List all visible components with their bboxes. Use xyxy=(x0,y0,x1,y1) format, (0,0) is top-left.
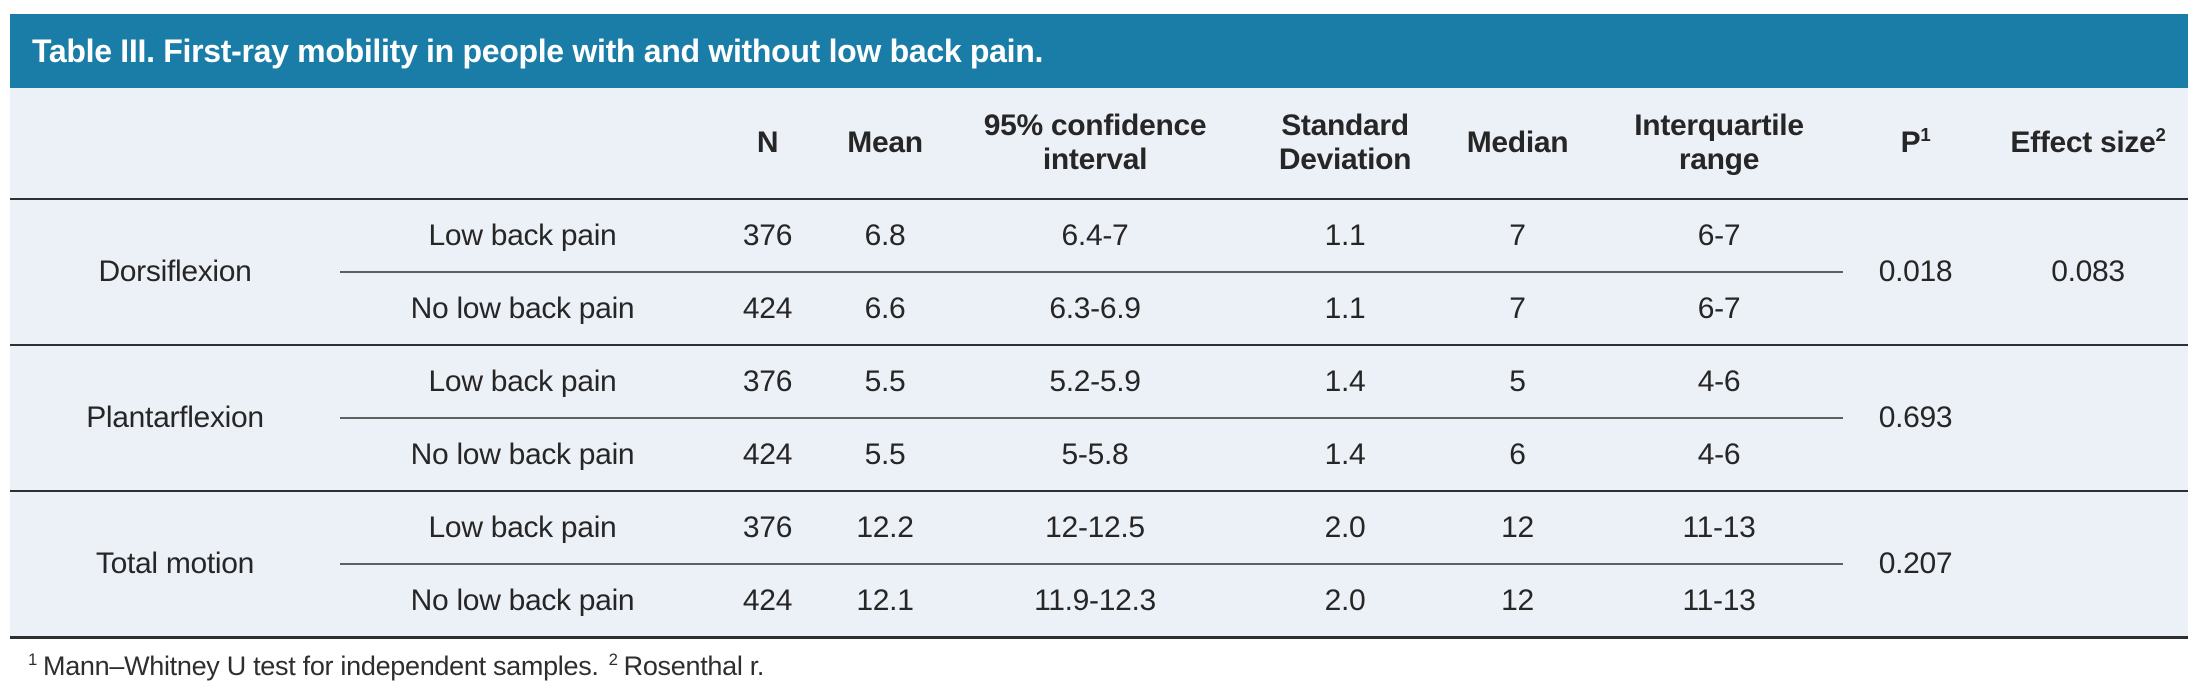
sd-cell: 1.4 xyxy=(1250,417,1440,491)
column-header-mean: Mean xyxy=(830,88,940,200)
effect-size-cell xyxy=(1988,490,2188,638)
column-header-sd: Standard Deviation xyxy=(1250,88,1440,200)
table-row: Plantarflexion Low back pain 376 5.5 5.2… xyxy=(10,344,2188,491)
n-cell: 424 xyxy=(705,271,830,345)
column-header-ci: 95% confidence interval xyxy=(940,88,1250,200)
n-cell: 424 xyxy=(705,563,830,638)
p-value-cell: 0.207 xyxy=(1843,490,1988,638)
p-value-cell: 0.018 xyxy=(1843,198,1988,345)
column-header-iqr: Interquartile range xyxy=(1595,88,1843,200)
column-header-n: N xyxy=(705,88,830,200)
effect-size-cell xyxy=(1988,344,2188,491)
table-title: Table III. First-ray mobility in people … xyxy=(32,32,1044,69)
n-cell: 376 xyxy=(705,490,830,564)
row-group-label-dorsiflexion: Dorsiflexion xyxy=(10,198,340,345)
table-row: Dorsiflexion Low back pain 376 6.8 6.4-7… xyxy=(10,198,2188,345)
condition-cell: No low back pain xyxy=(340,417,705,491)
n-cell: 424 xyxy=(705,417,830,491)
table-row: Total motion Low back pain 376 12.2 12-1… xyxy=(10,490,2188,638)
condition-cell: Low back pain xyxy=(340,344,705,418)
column-header-median: Median xyxy=(1440,88,1595,200)
ci-cell: 6.3-6.9 xyxy=(940,271,1250,345)
iqr-cell: 6-7 xyxy=(1595,198,1843,272)
p-header-label: P xyxy=(1900,125,1921,159)
table-title-bar: Table III. First-ray mobility in people … xyxy=(10,14,2188,88)
median-cell: 12 xyxy=(1440,490,1595,564)
iqr-cell: 4-6 xyxy=(1595,344,1843,418)
first-ray-mobility-table: N Mean 95% confidence interval Standard … xyxy=(10,88,2188,639)
n-cell: 376 xyxy=(705,344,830,418)
iqr-cell: 4-6 xyxy=(1595,417,1843,491)
effect-size-cell: 0.083 xyxy=(1988,198,2188,345)
sd-cell: 2.0 xyxy=(1250,563,1440,638)
table-panel: Table III. First-ray mobility in people … xyxy=(10,14,2188,682)
mean-cell: 12.1 xyxy=(830,563,940,638)
mean-cell: 6.8 xyxy=(830,198,940,272)
median-cell: 7 xyxy=(1440,198,1595,272)
p-value-cell: 0.693 xyxy=(1843,344,1988,491)
column-header-effect-size: Effect size2 xyxy=(1988,88,2188,200)
p-header-superscript: 1 xyxy=(1920,123,1931,145)
ci-cell: 12-12.5 xyxy=(940,490,1250,564)
footnote-superscript-1: 1 xyxy=(28,650,38,669)
footnote-text-1: Mann–Whitney U test for independent samp… xyxy=(43,651,599,681)
condition-cell: Low back pain xyxy=(340,490,705,564)
ci-cell: 5.2-5.9 xyxy=(940,344,1250,418)
ci-cell: 11.9-12.3 xyxy=(940,563,1250,638)
row-group-label-total-motion: Total motion xyxy=(10,490,340,638)
median-cell: 12 xyxy=(1440,563,1595,638)
mean-cell: 5.5 xyxy=(830,344,940,418)
column-header-p: P1 xyxy=(1843,88,1988,200)
effect-size-header-label: Effect size xyxy=(2010,125,2156,159)
table-row: No low back pain 424 5.5 5-5.8 1.4 6 4-6 xyxy=(10,417,2188,491)
mean-cell: 5.5 xyxy=(830,417,940,491)
condition-cell: No low back pain xyxy=(340,563,705,638)
header-row: N Mean 95% confidence interval Standard … xyxy=(10,88,2188,200)
ci-cell: 5-5.8 xyxy=(940,417,1250,491)
mean-cell: 12.2 xyxy=(830,490,940,564)
table-row: No low back pain 424 12.1 11.9-12.3 2.0 … xyxy=(10,563,2188,638)
sd-cell: 1.1 xyxy=(1250,271,1440,345)
mean-cell: 6.6 xyxy=(830,271,940,345)
row-group-label-plantarflexion: Plantarflexion xyxy=(10,344,340,491)
condition-cell: Low back pain xyxy=(340,198,705,272)
column-header-group xyxy=(10,88,340,200)
iqr-cell: 11-13 xyxy=(1595,563,1843,638)
median-cell: 5 xyxy=(1440,344,1595,418)
effect-size-header-superscript: 2 xyxy=(2155,123,2166,145)
ci-cell: 6.4-7 xyxy=(940,198,1250,272)
iqr-cell: 11-13 xyxy=(1595,490,1843,564)
sd-cell: 1.4 xyxy=(1250,344,1440,418)
iqr-cell: 6-7 xyxy=(1595,271,1843,345)
column-header-condition xyxy=(340,88,705,200)
condition-cell: No low back pain xyxy=(340,271,705,345)
footnote-text-2: Rosenthal r. xyxy=(623,651,765,681)
table-row: No low back pain 424 6.6 6.3-6.9 1.1 7 6… xyxy=(10,271,2188,345)
footnote-superscript-2: 2 xyxy=(608,650,618,669)
sd-cell: 1.1 xyxy=(1250,198,1440,272)
footnote: 1 Mann–Whitney U test for independent sam… xyxy=(10,651,2188,682)
sd-cell: 2.0 xyxy=(1250,490,1440,564)
n-cell: 376 xyxy=(705,198,830,272)
median-cell: 7 xyxy=(1440,271,1595,345)
median-cell: 6 xyxy=(1440,417,1595,491)
